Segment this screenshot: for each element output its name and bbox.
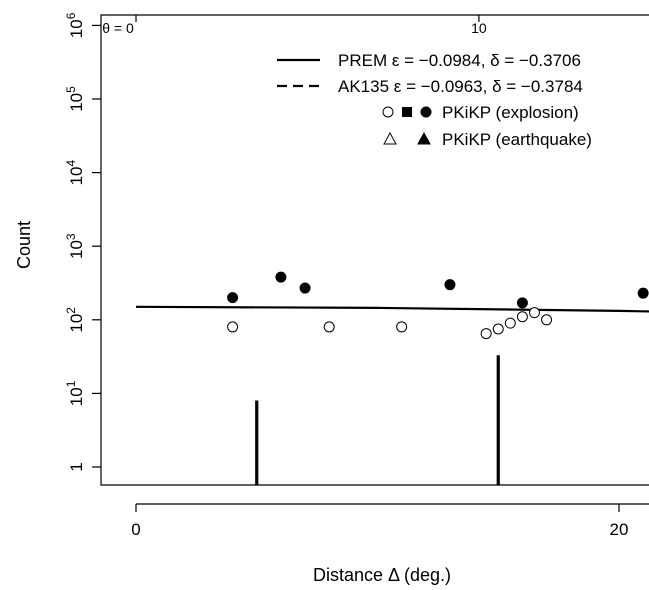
legend-label: PREM ε = −0.0984, δ = −0.3706 bbox=[338, 51, 581, 70]
explosion-open-circle-point bbox=[480, 328, 492, 340]
legend-label: AK135 ε = −0.0963, δ = −0.3784 bbox=[338, 77, 583, 96]
explosion-open-circle-point bbox=[541, 314, 553, 326]
y-tick-label: 101 bbox=[64, 380, 86, 406]
legend-marker-open-triangle bbox=[383, 131, 397, 145]
explosion-open-circle-point bbox=[396, 321, 408, 333]
legend-marker-open-circle bbox=[382, 106, 394, 118]
y-tick-label: 105 bbox=[64, 86, 86, 112]
x-axis-title: Distance Δ (deg.) bbox=[313, 565, 451, 585]
model-curves bbox=[135, 305, 649, 313]
x-tick-label: 0 bbox=[131, 520, 140, 539]
explosion-open-circle-point bbox=[516, 311, 528, 323]
top-tick-label: θ = 0 bbox=[102, 20, 134, 36]
legend-label: PKiKP (earthquake) bbox=[442, 130, 592, 149]
top-axis: θ = 0102030405060708090 bbox=[102, 15, 487, 36]
legend: PREM ε = −0.0984, δ = −0.3706 AK135 ε = −… bbox=[277, 51, 592, 149]
explosion-filled-circle-point bbox=[444, 279, 456, 291]
explosion-filled-circle-point bbox=[299, 282, 311, 294]
plot-border bbox=[100, 14, 649, 486]
explosion-open-circle-point bbox=[323, 321, 335, 333]
explosion-filled-circle-point bbox=[516, 297, 528, 309]
legend-marker-filled-circle bbox=[420, 106, 432, 118]
legend-marker-filled-triangle bbox=[417, 131, 431, 145]
explosion-filled-circle-point bbox=[275, 271, 287, 283]
plot-frame bbox=[100, 14, 649, 486]
y-tick-label: 103 bbox=[64, 233, 86, 259]
legend-marker-filled-square bbox=[402, 107, 412, 117]
explosion-open-circle-point bbox=[492, 323, 504, 335]
y-tick-label: 106 bbox=[64, 12, 86, 38]
y-axis-title: Count bbox=[14, 221, 34, 269]
y-tick-label: 104 bbox=[64, 159, 86, 185]
explosion-open-circle-point bbox=[528, 307, 540, 319]
legend-label: PKiKP (explosion) bbox=[442, 103, 579, 122]
explosion-filled-circle-point bbox=[227, 292, 239, 304]
x-axis: 020406080100120140160 bbox=[131, 503, 649, 539]
explosion-filled-circle-point bbox=[637, 287, 649, 299]
y-tick-label: 102 bbox=[64, 307, 86, 333]
histogram-bars bbox=[255, 355, 500, 485]
y-axis: 1 101 102 103 104 105 106 bbox=[64, 12, 101, 472]
data-markers bbox=[227, 271, 649, 340]
top-tick-label: 10 bbox=[471, 20, 487, 36]
x-tick-label: 20 bbox=[610, 520, 629, 539]
y-tick-label: 1 bbox=[67, 462, 86, 471]
explosion-open-circle-point bbox=[227, 321, 239, 333]
explosion-open-circle-point bbox=[504, 317, 516, 329]
prem-curve bbox=[135, 305, 649, 313]
